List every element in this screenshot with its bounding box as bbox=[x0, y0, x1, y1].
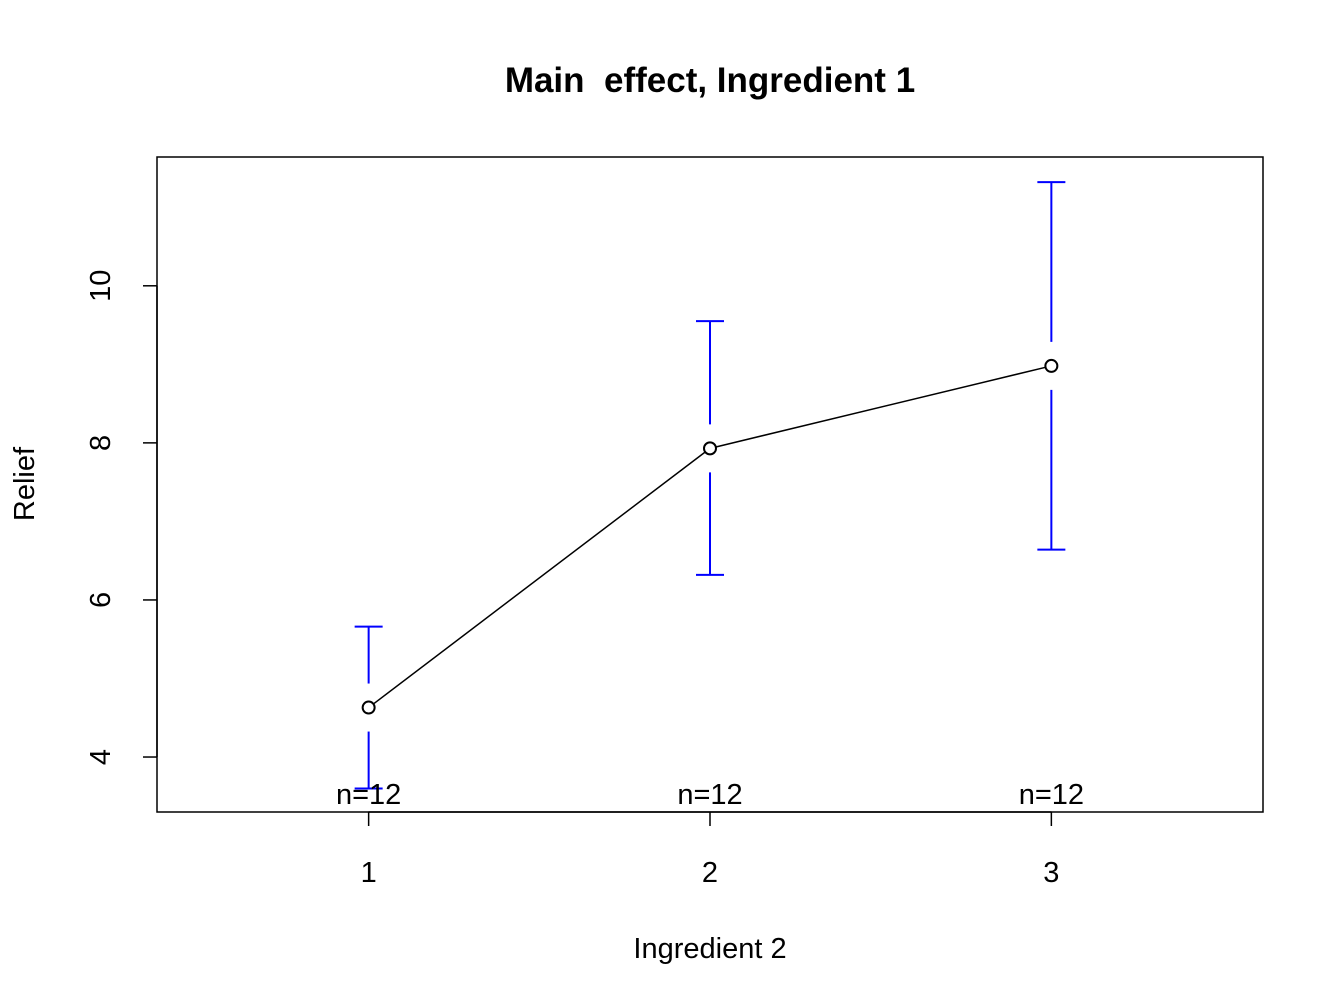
y-tick-label: 8 bbox=[85, 435, 117, 451]
chart-title: Main effect, Ingredient 1 bbox=[505, 61, 915, 100]
x-tick-label: 2 bbox=[702, 857, 718, 889]
n-labels: n=12 n=12 n=12 bbox=[336, 779, 1084, 811]
x-tick-label: 3 bbox=[1043, 857, 1059, 889]
y-tick-label: 4 bbox=[85, 749, 117, 765]
n-label: n=12 bbox=[336, 779, 401, 811]
error-bars bbox=[354, 181, 1066, 790]
x-tick-label: 1 bbox=[361, 857, 377, 889]
mean-point bbox=[703, 441, 717, 456]
mean-line-segment bbox=[372, 451, 706, 705]
y-tick-label: 10 bbox=[85, 270, 117, 302]
mean-line-segment bbox=[715, 366, 1046, 448]
mean-series bbox=[361, 358, 1059, 715]
mean-point bbox=[361, 700, 376, 715]
y-tick-label: 6 bbox=[85, 592, 117, 608]
y-axis-label: Relief bbox=[9, 446, 41, 521]
y-axis: 4 6 8 10 bbox=[85, 270, 158, 765]
x-axis-label: Ingredient 2 bbox=[633, 933, 786, 965]
n-label: n=12 bbox=[1019, 779, 1084, 811]
x-axis: 1 2 3 bbox=[361, 811, 1059, 889]
mean-point bbox=[1044, 358, 1059, 373]
n-label: n=12 bbox=[677, 779, 742, 811]
